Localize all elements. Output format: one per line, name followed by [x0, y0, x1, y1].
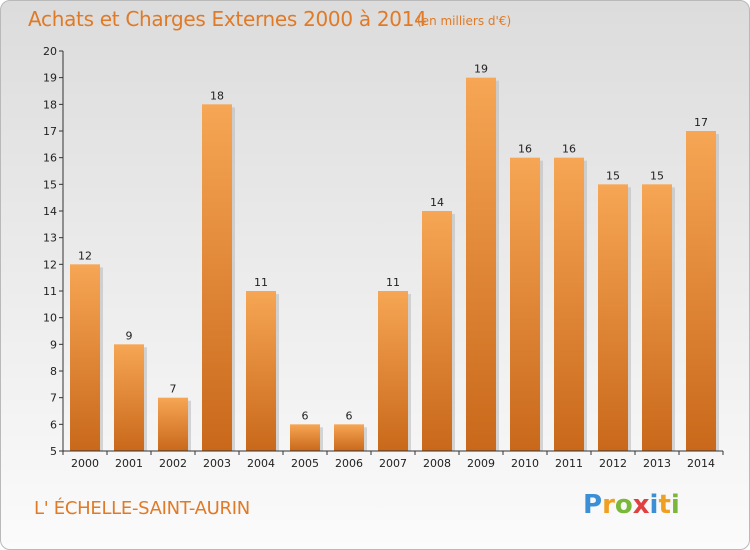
bar-value-label: 18: [210, 89, 224, 102]
bar-2004: [246, 291, 276, 451]
bar-2005: [290, 424, 320, 451]
bar-value-label: 19: [474, 63, 488, 76]
y-tick-label: 14: [43, 205, 57, 218]
x-tick-label: 2005: [291, 457, 319, 470]
bar-value-label: 16: [562, 143, 576, 156]
x-tick-label: 2012: [599, 457, 627, 470]
location-label: L' ÉCHELLE-SAINT-AURIN: [34, 498, 250, 519]
bar-2014: [686, 131, 716, 451]
y-tick-label: 5: [50, 445, 57, 458]
bar-value-label: 14: [430, 196, 444, 209]
bar-value-label: 12: [78, 249, 92, 262]
x-tick-label: 2014: [687, 457, 715, 470]
y-tick-label: 13: [43, 232, 57, 245]
bar-value-label: 11: [254, 276, 268, 289]
x-tick-label: 2002: [159, 457, 187, 470]
bar-2002: [158, 397, 188, 451]
y-tick-label: 12: [43, 258, 57, 271]
y-tick-label: 7: [50, 392, 57, 405]
x-tick-label: 2008: [423, 457, 451, 470]
bar-2003: [202, 104, 232, 451]
x-tick-label: 2013: [643, 457, 671, 470]
bar-value-label: 15: [606, 169, 620, 182]
bar-2009: [466, 77, 496, 452]
logo-letter: x: [632, 490, 650, 520]
bar-value-label: 7: [170, 383, 177, 396]
logo-letter: P: [583, 490, 603, 520]
logo-letter: r: [602, 490, 615, 520]
x-tick-label: 2000: [71, 457, 99, 470]
bar-2010: [510, 157, 540, 451]
axes: 2000 2001 2002 2003 2004 2005 2006 2007 2008 2009…: [43, 45, 724, 470]
bar-value-label: 15: [650, 169, 664, 182]
bar-value-label: 6: [346, 409, 353, 422]
bar-value-label: 16: [518, 143, 532, 156]
logo-letter: i: [649, 490, 659, 520]
bar-2000: [70, 264, 100, 451]
bar-value-label: 9: [126, 329, 133, 342]
y-tick-label: 10: [43, 312, 57, 325]
x-tick-label: 2011: [555, 457, 583, 470]
x-tick-label: 2003: [203, 457, 231, 470]
logo-letter: t: [658, 490, 671, 520]
y-tick-label: 17: [43, 125, 57, 138]
x-tick-label: 2007: [379, 457, 407, 470]
y-tick-label: 15: [43, 178, 57, 191]
x-tick-label: 2009: [467, 457, 495, 470]
chart-subtitle: (en milliers d'€): [417, 14, 512, 28]
x-tick-label: 2004: [247, 457, 275, 470]
x-tick-label: 2010: [511, 457, 539, 470]
y-tick-label: 9: [50, 338, 57, 351]
bar-2008: [422, 211, 452, 451]
y-tick-label: 16: [43, 152, 57, 165]
bars: 12 9 7 18 11 6 6 11 14 19 16 16 15 15 17: [70, 63, 719, 452]
bar-2011: [554, 157, 584, 451]
bar-2001: [114, 344, 144, 451]
bar-2012: [598, 184, 628, 452]
logo-letter: o: [614, 490, 633, 520]
x-tick-label: 2001: [115, 457, 143, 470]
bar-2006: [334, 424, 364, 451]
y-tick-label: 11: [43, 285, 57, 298]
proxiti-logo: Proxiti: [583, 490, 680, 520]
bar-2007: [378, 291, 408, 451]
logo-letter: i: [670, 490, 680, 520]
y-tick-label: 20: [43, 45, 57, 58]
y-tick-label: 8: [50, 365, 57, 378]
bar-2013: [642, 184, 672, 452]
bar-value-label: 11: [386, 276, 400, 289]
y-tick-label: 19: [43, 72, 57, 85]
y-tick-label: 18: [43, 98, 57, 111]
bar-value-label: 6: [302, 409, 309, 422]
y-tick-label: 6: [50, 418, 57, 431]
bar-value-label: 17: [694, 116, 708, 129]
chart-title: Achats et Charges Externes 2000 à 2014: [28, 7, 427, 31]
x-tick-label: 2006: [335, 457, 363, 470]
